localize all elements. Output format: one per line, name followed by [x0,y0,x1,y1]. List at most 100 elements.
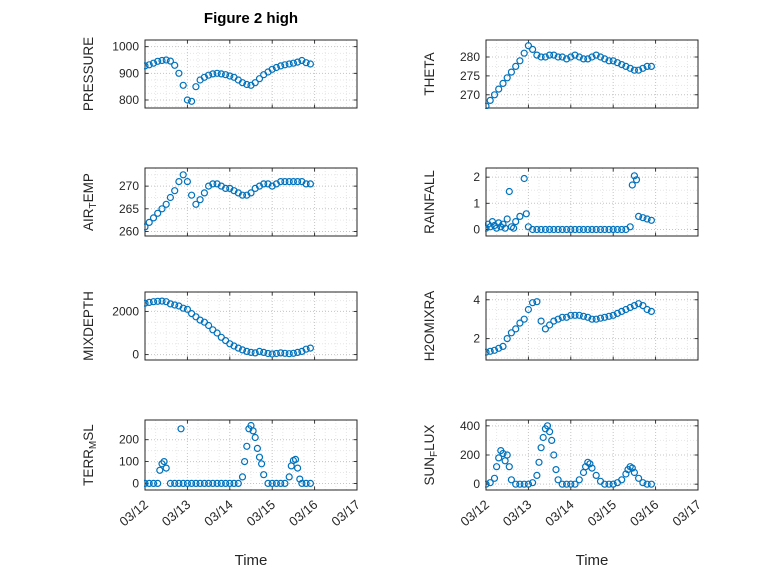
terr-msl-ylabel: TERRMSL [81,424,99,486]
data-marker [154,479,162,487]
x-tick-label: 03/12 [457,497,492,529]
data-marker [528,225,537,234]
data-marker [205,321,213,330]
data-marker [177,425,185,433]
data-marker [149,298,158,306]
data-marker [575,53,583,61]
theta-ytick-label: 280 [460,50,480,64]
data-marker [251,79,259,87]
subplot-h2omixra: 2 4 H2OMIXRA [422,291,699,361]
data-marker [485,102,490,109]
data-marker [144,62,149,70]
data-marker [622,62,630,71]
data-marker [605,225,613,234]
data-marker [192,200,200,208]
data-marker [145,218,153,226]
data-marker [552,466,560,474]
data-marker [643,215,651,223]
data-marker [605,312,613,320]
sun-flux-ylabel: SUNFLUX [422,425,440,486]
x-tick-label: 03/13 [159,497,194,529]
data-marker [548,436,556,444]
data-marker [626,223,634,231]
data-marker [145,298,153,306]
data-marker [630,468,639,477]
data-marker [154,57,162,65]
subplot-sun-flux: 0 200 400 SUNFLUX 03/12 03/13 03/14 03/15 03/16 0… [422,419,704,529]
data-marker [281,178,289,186]
data-marker [183,479,191,487]
data-marker [285,178,293,186]
data-marker [255,453,264,461]
data-marker [249,427,257,435]
data-marker [520,315,528,323]
data-marker [533,51,541,59]
data-marker [628,181,636,189]
data-marker [601,313,609,321]
data-marker [522,210,530,218]
data-marker [277,62,285,70]
rainfall-ylabel: RAINFALL [422,170,437,234]
data-marker [144,223,149,231]
data-marker [495,219,503,227]
x-tick-label: 03/13 [500,497,535,529]
data-marker [499,342,507,350]
data-marker [486,479,494,487]
data-marker [243,347,251,355]
data-marker [294,348,302,356]
data-marker [605,480,613,488]
data-marker [596,53,605,61]
data-marker [156,466,164,474]
x-axis-label-left: Time [234,552,268,569]
data-marker [592,315,600,323]
x-tick-label: 03/14 [542,497,577,529]
data-marker [643,305,651,314]
data-marker [486,96,494,105]
data-marker [230,479,238,487]
data-marker [545,321,554,329]
data-marker [528,45,537,54]
data-marker [643,480,651,488]
data-marker [277,349,285,357]
data-marker [247,348,255,356]
data-marker [584,313,592,321]
theta-ytick-label: 270 [460,88,480,102]
air-temp-ylabel: AIRTEMP [81,173,99,231]
data-marker [503,451,511,459]
data-marker [306,180,314,188]
data-marker [306,479,314,487]
data-marker [149,214,158,222]
data-marker [609,311,617,319]
data-marker [306,60,314,68]
data-marker [579,55,588,63]
data-marker [226,72,234,80]
data-marker [205,71,213,79]
data-marker [571,311,579,319]
data-marker [558,313,566,321]
data-marker [507,476,515,484]
data-marker [630,66,639,74]
data-marker [647,216,656,224]
mixdepth-ytick-label: 0 [132,348,139,362]
data-marker [268,350,276,358]
data-marker [222,184,230,192]
data-marker [188,191,196,199]
data-marker [592,51,600,59]
data-marker [285,60,293,68]
subplot-terr-msl: 0 100 200 TERRMSL 03/12 03/13 03/14 03/15 03/16 0… [81,419,363,529]
data-marker [507,68,515,76]
data-marker [179,304,187,312]
data-marker [175,69,183,77]
data-marker [586,460,594,468]
data-marker [192,479,200,487]
data-marker [302,345,310,353]
data-marker [567,311,575,319]
data-marker [535,458,543,466]
data-marker [533,225,541,234]
data-marker [277,479,285,487]
data-marker [550,51,558,59]
data-marker [622,305,630,314]
sun-flux-markers [485,422,656,488]
